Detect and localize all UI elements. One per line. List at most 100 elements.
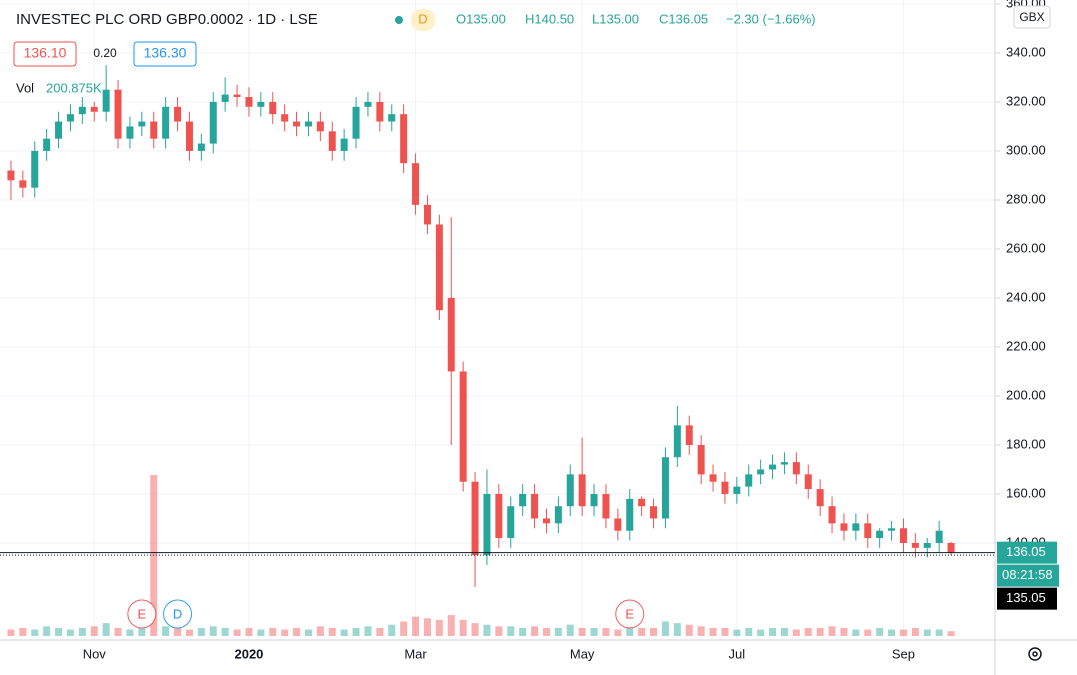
gear-hub [1032,651,1038,657]
volume-bar [293,627,301,636]
candle-body [911,542,919,548]
volume-bar [43,626,51,636]
candle-body [828,506,836,524]
candle-body [435,224,443,311]
candle-body [757,469,765,475]
last-price-tag [997,541,1057,564]
volume-bar [7,629,15,636]
candle-body [447,297,455,372]
volume-bar [590,627,598,636]
volume-bar [709,627,717,636]
x-tick-label: Jul [729,646,746,661]
candle-body [483,493,491,556]
volume-bar [542,627,550,636]
countdown-tag [997,564,1059,587]
candle-body [7,170,15,181]
candle-body [531,493,539,519]
candle-body [673,425,681,458]
volume-bar [376,627,384,636]
event-marker [163,599,193,629]
y-tick-label: 260.00 [1006,240,1046,255]
candle-body [328,131,336,151]
volume-bar [495,626,503,636]
candle-body [78,106,86,115]
symbol-title: INVESTEC PLC ORD GBP0.0002 · 1D · LSE [16,11,318,28]
volume-bar [340,629,348,636]
volume-bar [304,629,312,636]
volume-bar [650,627,658,636]
candle-body [174,106,182,122]
volume-bar [66,629,74,636]
candle-body [233,94,241,98]
volume-bar [864,629,872,636]
candle-body [614,518,622,531]
volume-bar [531,626,539,636]
volume-bar [233,629,241,636]
volume-bar [554,627,562,636]
volume-bar [126,629,134,636]
volume-bar [364,626,372,636]
volume-bar [19,627,27,636]
volume-bar [114,627,122,636]
y-tick-label: 360.00 [1006,0,1046,10]
candle-body [316,121,324,132]
candle-body [888,528,896,531]
ask-box[interactable] [133,41,197,67]
volume-bar [804,627,812,636]
volume-bar [102,623,110,636]
y-tick-label: 280.00 [1006,191,1046,206]
volume-bar [435,619,443,636]
candle-body [840,523,848,531]
y-tick-label: 160.00 [1006,485,1046,500]
candle-body [935,530,943,543]
volume-bar [614,629,622,636]
volume-bar [209,626,217,636]
candle-body [412,163,420,205]
volume-bar [888,629,896,636]
candle-body [388,114,396,122]
volume-bar [185,629,193,636]
candle-body [269,101,277,115]
ohlc-low: L135.00 [592,11,639,26]
volume-bar [626,626,634,636]
volume-bar [412,616,420,636]
volume-bar [876,627,884,636]
candle-body [471,481,479,556]
candle-body [745,474,753,487]
candle-body [542,518,550,524]
candle-body [661,457,669,519]
candle-body [876,530,884,539]
currency: GBX [1019,10,1044,24]
volume-bar [733,629,741,636]
volume-bar [197,627,205,636]
ohlc-open: O135.00 [456,11,506,26]
ohlc-high: H140.50 [525,11,574,26]
candle-body [31,150,39,188]
candle-body [733,486,741,494]
volume-bar [31,629,39,636]
candle-body [864,523,872,539]
candle-body [638,498,646,507]
candle-body [495,493,503,539]
event-label: E [138,606,147,621]
x-tick-label: May [570,646,595,661]
candle-body [221,94,229,102]
volume-bar [221,627,229,636]
volume-value: 200.875K [46,80,102,95]
candle-body [114,89,122,139]
candle-body [43,138,51,151]
candle-body [947,542,955,553]
ohlc-change: −2.30 (−1.66%) [726,11,816,26]
volume-bar [55,627,63,636]
low-price-label: 135.05 [1006,590,1046,605]
status-dot [395,16,403,24]
volume-bar [947,631,955,636]
bid-box[interactable] [13,41,77,67]
volume-bar [281,629,289,636]
settings-icon[interactable] [1028,647,1042,661]
y-tick-label: 320.00 [1006,93,1046,108]
volume-bar [792,629,800,636]
volume-bar [400,621,408,636]
x-tick-label: 2020 [234,646,263,661]
